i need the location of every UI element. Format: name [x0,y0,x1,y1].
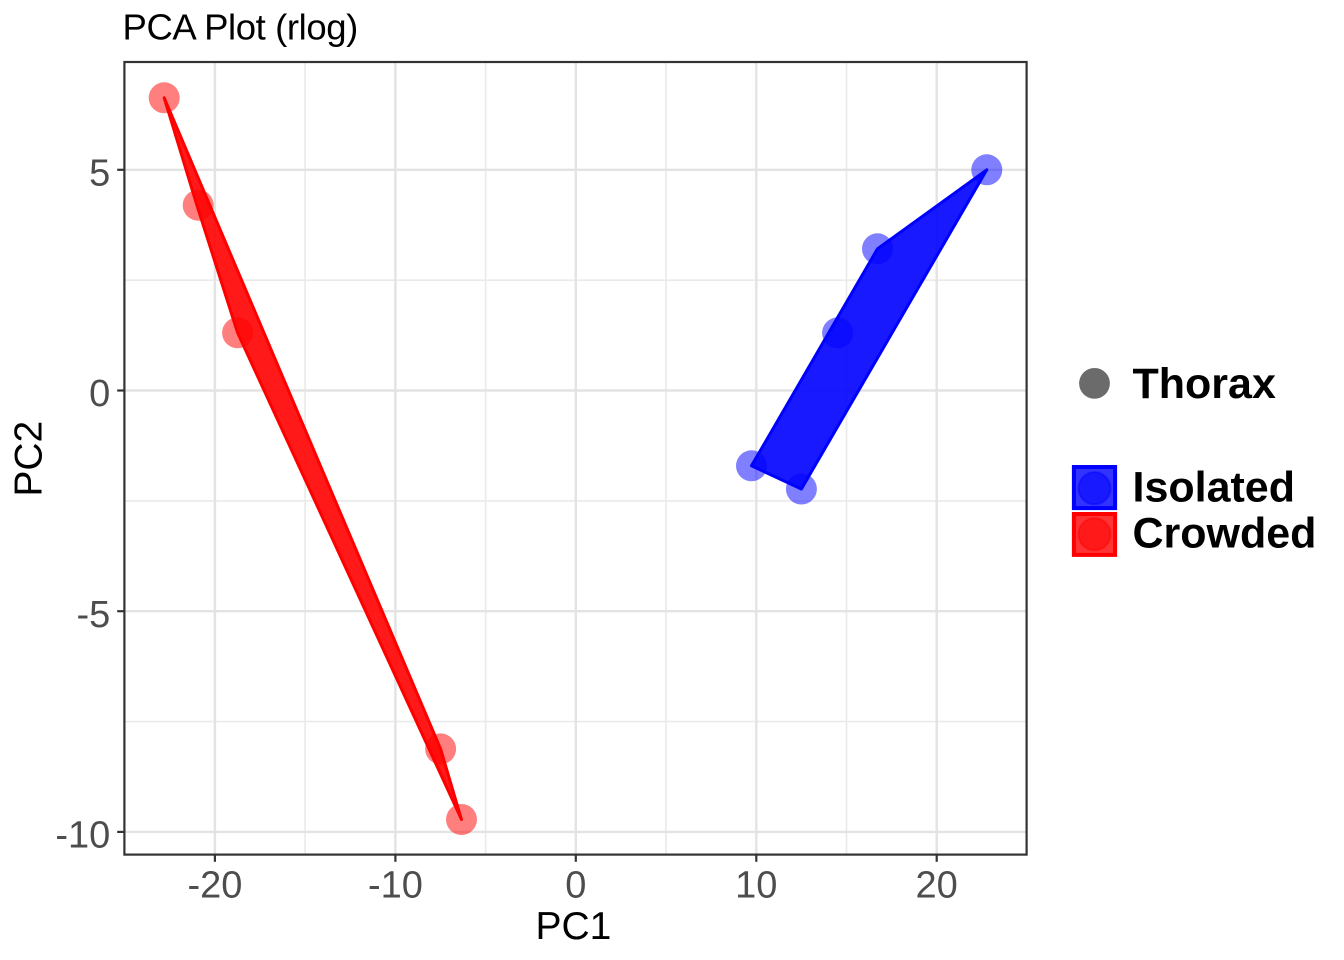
svg-text:20: 20 [916,865,958,907]
svg-text:Thorax: Thorax [1133,360,1276,408]
svg-text:Isolated: Isolated [1133,463,1296,511]
svg-text:0: 0 [565,865,586,907]
svg-text:0: 0 [89,373,110,415]
svg-text:PC1: PC1 [535,905,611,948]
svg-text:-10: -10 [55,815,110,857]
svg-text:PCA Plot (rlog): PCA Plot (rlog) [123,7,358,48]
svg-text:-10: -10 [368,865,423,907]
svg-text:-20: -20 [187,865,242,907]
svg-text:Crowded: Crowded [1133,509,1317,557]
svg-text:10: 10 [735,865,777,907]
svg-text:-5: -5 [77,594,111,636]
svg-text:PC2: PC2 [8,421,51,497]
svg-text:5: 5 [89,152,110,194]
